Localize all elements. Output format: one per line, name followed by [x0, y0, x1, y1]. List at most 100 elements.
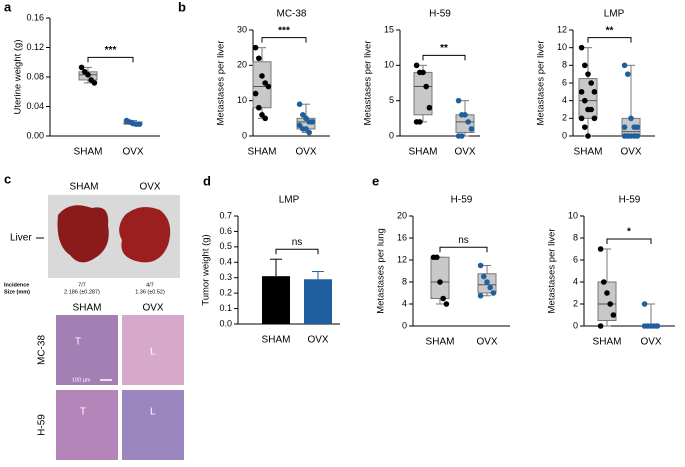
point: [255, 104, 262, 111]
x-tick-label: OVX: [307, 335, 328, 346]
point: [484, 279, 490, 285]
y-tick-label: 30: [237, 24, 247, 34]
histology-image: [56, 390, 118, 460]
significance-bracket: [422, 54, 466, 61]
group-label: SHAM: [73, 303, 102, 314]
histology-image: [122, 315, 184, 385]
x-tick-label: SHAM: [248, 147, 277, 158]
y-tick-label: 0.7: [219, 210, 232, 220]
point: [265, 83, 272, 90]
row-label: Size (mm): [4, 289, 30, 295]
point: [582, 124, 588, 130]
histology-image: [56, 315, 118, 385]
point: [621, 124, 628, 130]
y-tick-label: 20: [397, 210, 407, 220]
point: [591, 89, 598, 95]
cell: 1.36 (±0.52): [135, 289, 165, 295]
y-tick-label: 12: [557, 24, 567, 34]
y-tick-label: 6: [573, 254, 578, 264]
point: [610, 312, 617, 318]
point: [578, 89, 585, 95]
y-tick-label: 16: [397, 232, 407, 242]
y-tick-label: 10: [568, 210, 578, 220]
point: [413, 62, 420, 69]
point: [585, 71, 591, 77]
y-axis-label: Tumor weight (g): [201, 234, 212, 305]
point: [296, 101, 303, 107]
panel-label: a: [4, 0, 12, 14]
significance-label: *: [627, 227, 631, 238]
point: [462, 112, 468, 118]
point: [468, 126, 475, 132]
point: [628, 115, 634, 122]
region-label: T: [80, 407, 86, 418]
point: [585, 133, 591, 139]
point: [252, 90, 259, 97]
point: [487, 284, 494, 291]
point: [443, 301, 450, 307]
point: [604, 290, 610, 296]
y-axis-label: Metastases per liver: [363, 40, 374, 125]
bar: [262, 276, 290, 324]
point: [417, 119, 423, 125]
panel-label: c: [4, 171, 11, 186]
point: [309, 119, 316, 125]
organ-label: Liver: [10, 233, 32, 244]
significance-bracket: [606, 238, 652, 244]
significance-label: ns: [292, 237, 303, 248]
region-label: L: [150, 347, 156, 358]
chart-title: H-59: [451, 195, 473, 206]
significance-bracket: [587, 37, 632, 43]
chart-title: LMP: [279, 195, 300, 206]
point: [578, 115, 585, 122]
box: [430, 256, 450, 299]
point: [477, 292, 484, 299]
point: [252, 44, 259, 51]
point: [625, 71, 631, 77]
point: [578, 44, 585, 51]
bar: [304, 279, 332, 324]
y-tick-label: 8: [573, 232, 578, 242]
x-tick-label: SHAM: [426, 337, 455, 348]
point: [634, 124, 641, 130]
y-tick-label: 0: [389, 130, 394, 140]
x-tick-label: OVX: [640, 337, 661, 348]
point: [136, 121, 143, 127]
point: [588, 106, 594, 113]
y-tick-label: 4: [562, 95, 567, 105]
y-tick-label: 0.04: [26, 101, 44, 111]
y-tick-label: 4: [573, 276, 578, 286]
x-tick-label: SHAM: [593, 337, 622, 348]
point: [641, 323, 648, 329]
y-tick-label: 5: [389, 95, 394, 105]
point: [455, 97, 462, 104]
point: [426, 104, 433, 111]
point: [465, 119, 472, 125]
y-tick-label: 2: [562, 113, 567, 123]
point: [440, 295, 447, 302]
significance-bracket: [275, 248, 319, 255]
y-tick-label: 0.12: [26, 42, 44, 52]
y-tick-label: 10: [384, 60, 394, 70]
y-axis-label: Metastases per liver: [216, 40, 227, 125]
box: [252, 61, 272, 109]
point: [601, 279, 607, 285]
point: [588, 80, 594, 86]
row-label: MC-38: [37, 335, 48, 365]
y-tick-label: 4: [402, 298, 407, 308]
x-tick-label: SHAM: [574, 147, 603, 158]
histology-image: [122, 390, 184, 460]
point: [255, 55, 262, 62]
point: [85, 71, 91, 78]
chart-title: LMP: [604, 9, 625, 20]
point: [582, 62, 588, 69]
y-tick-label: 10: [557, 42, 567, 52]
panel-label: b: [178, 0, 186, 14]
y-tick-label: 8: [402, 276, 407, 286]
y-tick-label: 0.5: [219, 241, 232, 251]
significance-label: ns: [458, 235, 469, 246]
point: [621, 133, 628, 139]
significance-bracket: [261, 37, 307, 43]
y-tick-label: 0.4: [219, 257, 232, 267]
